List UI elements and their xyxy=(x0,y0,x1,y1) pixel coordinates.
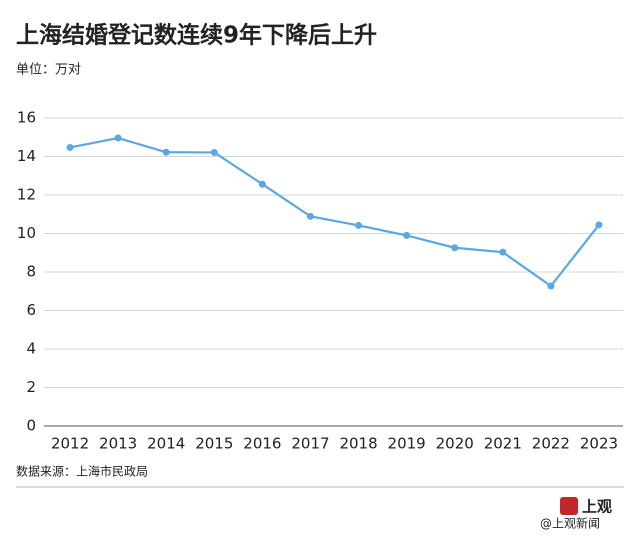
data-point xyxy=(162,148,170,156)
x-tick-label: 2017 xyxy=(291,435,329,453)
source-note: 数据来源：上海市民政局 xyxy=(16,464,148,479)
x-tick-label: 2019 xyxy=(388,435,426,453)
x-tick-label: 2012 xyxy=(51,435,89,453)
chart-title: 上海结婚登记数连续9年下降后上升 xyxy=(16,22,377,49)
x-tick-label: 2020 xyxy=(436,435,474,453)
data-point xyxy=(66,143,74,151)
y-tick-label: 12 xyxy=(17,186,36,204)
logo-icon xyxy=(560,497,578,515)
x-tick-label: 2022 xyxy=(532,435,570,453)
x-tick-label: 2023 xyxy=(580,435,618,453)
data-point xyxy=(114,134,122,142)
y-tick-label: 8 xyxy=(26,263,36,281)
y-tick-label: 0 xyxy=(26,417,36,435)
watermark-account: @上观新闻 xyxy=(540,516,600,531)
data-point xyxy=(306,212,314,220)
data-point xyxy=(451,244,459,252)
data-line xyxy=(69,136,600,288)
data-point xyxy=(210,148,218,156)
data-point xyxy=(547,282,555,290)
x-tick-label: 2016 xyxy=(243,435,281,453)
y-tick-label: 4 xyxy=(26,340,36,358)
x-tick-label: 2018 xyxy=(339,435,377,453)
data-point xyxy=(403,231,411,239)
data-point xyxy=(355,221,363,229)
plot-area: 0 2 4 6 8 10 12 14 16 2012 2013 2014 2015 2016 2017 201… xyxy=(17,109,623,453)
y-tick-label: 14 xyxy=(17,147,36,165)
x-tick-label: 2015 xyxy=(195,435,233,453)
y-tick-label: 10 xyxy=(17,224,36,242)
x-tick-label: 2013 xyxy=(99,435,137,453)
unit-label: 单位：万对 xyxy=(16,63,81,78)
y-tick-label: 2 xyxy=(26,378,36,396)
y-tick-label: 16 xyxy=(17,109,36,127)
y-tick-label: 6 xyxy=(26,301,36,319)
data-point xyxy=(258,180,266,188)
data-point xyxy=(595,221,603,229)
data-point xyxy=(499,248,507,256)
x-tick-label: 2014 xyxy=(147,435,185,453)
x-tick-label: 2021 xyxy=(484,435,522,453)
watermark-logo: 上观 xyxy=(582,498,612,516)
